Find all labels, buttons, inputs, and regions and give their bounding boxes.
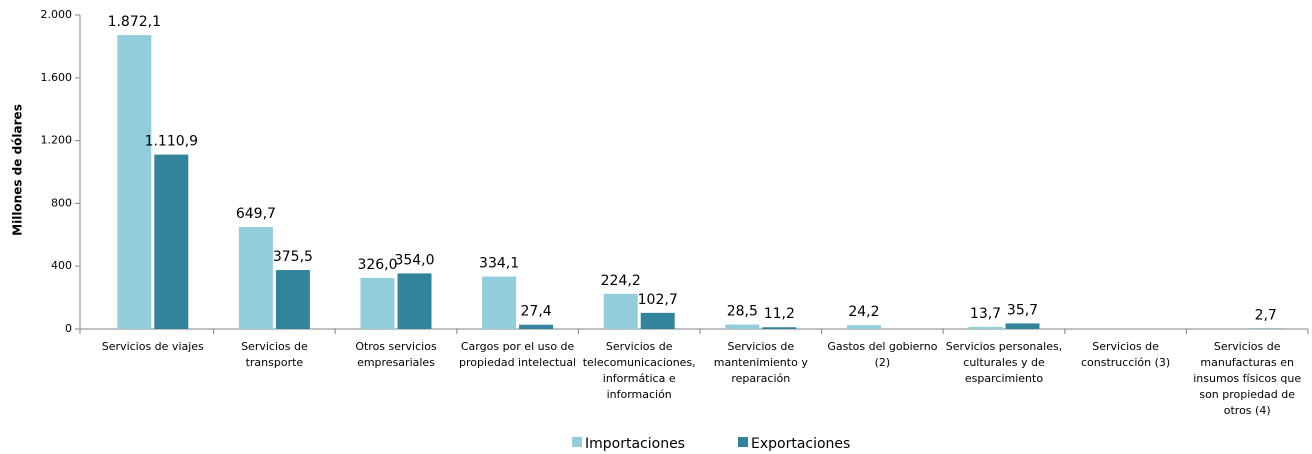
legend-swatch xyxy=(572,437,582,447)
x-tick-label: Servicios de viajes xyxy=(101,340,204,353)
value-label: 224,2 xyxy=(601,273,641,289)
value-label: 13,7 xyxy=(970,306,1001,322)
y-tick-label: 1.600 xyxy=(41,71,73,84)
legend-swatch xyxy=(738,437,748,447)
bar xyxy=(154,154,189,329)
bar xyxy=(603,293,638,329)
bar xyxy=(846,325,881,329)
value-label: 28,5 xyxy=(727,304,758,320)
value-label: 649,7 xyxy=(236,206,276,222)
y-tick-label: 1.200 xyxy=(41,134,73,147)
bar xyxy=(519,324,554,329)
value-label: 1.872,1 xyxy=(108,14,161,30)
x-tick-label: Servicios de manufacturas en insumos fís… xyxy=(1193,340,1302,417)
bar xyxy=(397,273,432,329)
value-label: 326,0 xyxy=(357,257,397,273)
y-tick-label: 400 xyxy=(51,259,72,272)
value-label: 35,7 xyxy=(1007,302,1038,318)
bar xyxy=(725,324,760,329)
x-tick-label: Gastos del gobierno (2) xyxy=(827,340,938,369)
value-label: 2,7 xyxy=(1255,308,1277,324)
bar xyxy=(238,226,273,329)
y-axis-title: Millones de dólares xyxy=(11,104,25,236)
value-label: 334,1 xyxy=(479,256,519,272)
x-tick-label: Servicios de mantenimiento y reparación xyxy=(713,340,808,385)
legend-label: Importaciones xyxy=(585,436,685,452)
bar xyxy=(762,327,797,329)
value-label: 11,2 xyxy=(764,306,795,322)
y-tick-label: 0 xyxy=(65,322,72,335)
y-tick-label: 2.000 xyxy=(41,8,73,21)
value-label: 24,2 xyxy=(848,304,879,320)
x-tick-label: Servicios de transporte xyxy=(241,340,308,369)
x-tick-label: Servicios de telecomunicaciones, informá… xyxy=(582,340,696,401)
bar xyxy=(640,312,675,329)
value-label: 27,4 xyxy=(521,304,552,320)
bar xyxy=(117,35,152,330)
bar xyxy=(360,277,395,329)
x-tick-label: Servicios de construcción (3) xyxy=(1080,340,1171,369)
value-label: 102,7 xyxy=(638,292,678,308)
value-label: 354,0 xyxy=(394,252,434,268)
value-label: 1.110,9 xyxy=(145,134,198,150)
x-tick-label: Servicios personales, culturales y de es… xyxy=(945,340,1063,385)
bar xyxy=(275,270,310,329)
legend-label: Exportaciones xyxy=(751,436,850,452)
value-label: 375,5 xyxy=(273,249,313,265)
y-tick-label: 800 xyxy=(51,196,72,209)
bar xyxy=(1005,323,1040,329)
x-tick-label: Otros servicios empresariales xyxy=(355,340,437,369)
x-tick-label: Cargos por el uso de propiedad intelectu… xyxy=(459,340,577,369)
bar xyxy=(482,276,517,329)
bar xyxy=(968,326,1003,329)
